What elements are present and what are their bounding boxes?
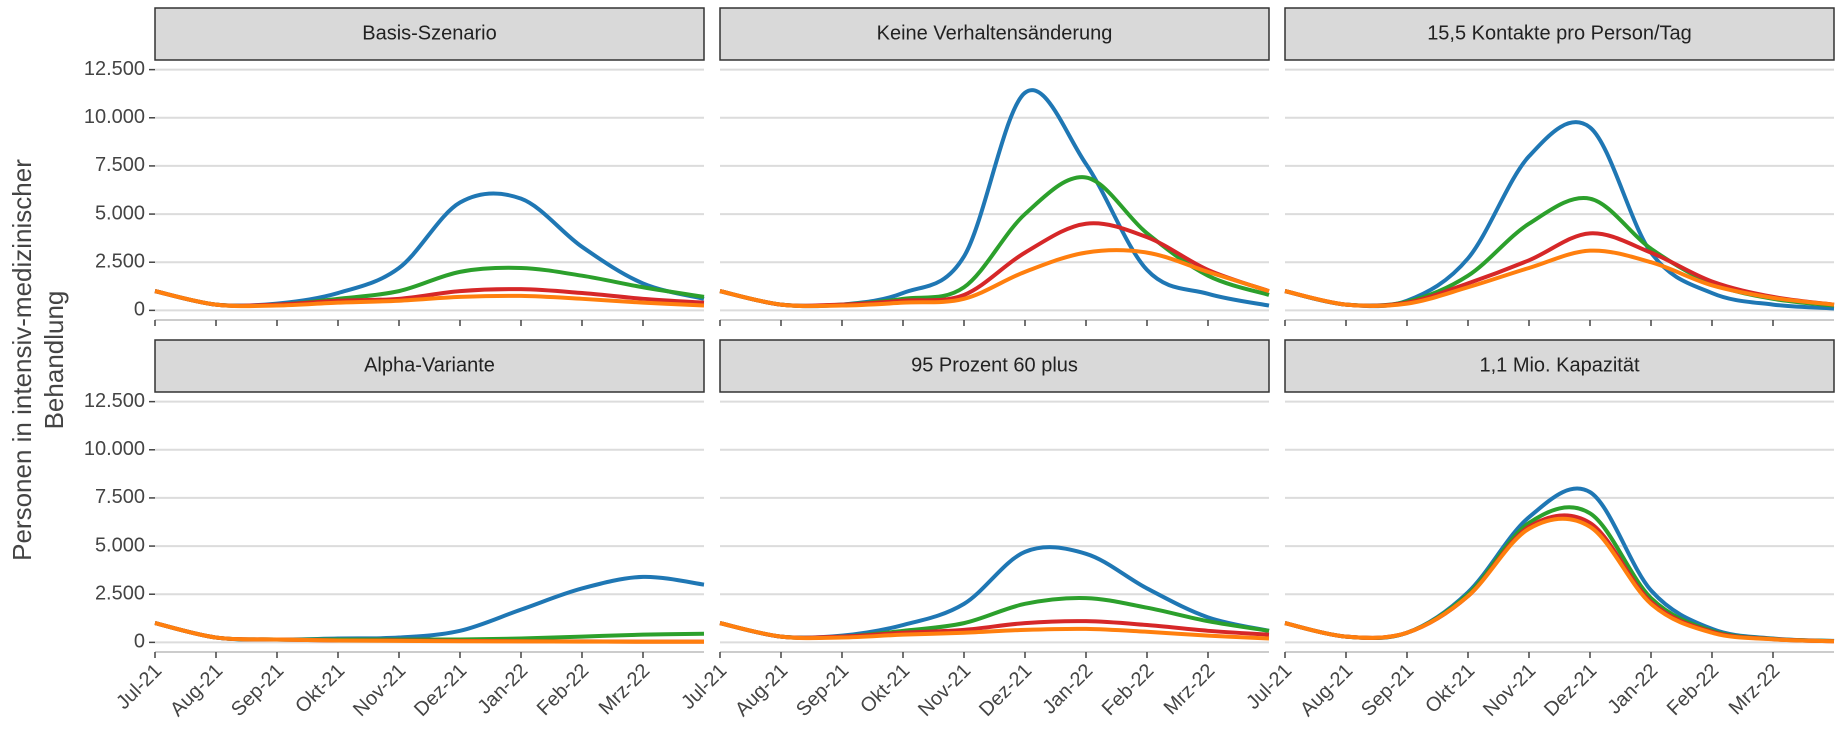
panel-title: Alpha-Variante — [364, 354, 495, 376]
series-line — [1284, 120, 1835, 311]
series-line — [1284, 486, 1835, 643]
panel-header — [1284, 7, 1835, 61]
series-line — [1284, 513, 1835, 644]
series-line — [719, 248, 1270, 309]
x-tick-label: Nov-21 — [914, 660, 975, 721]
x-tick-label: Okt-21 — [856, 660, 914, 718]
x-tick-label: Jan-22 — [1603, 660, 1662, 719]
y-tick-label: 5.000 — [95, 202, 145, 224]
x-tick-label: Sep-21 — [1357, 660, 1418, 721]
x-tick-label: Feb-22 — [1663, 660, 1723, 720]
x-tick-label: Okt-21 — [1421, 660, 1479, 718]
y-tick-label: 12.500 — [84, 58, 145, 80]
y-tick-label: 2.500 — [95, 583, 145, 605]
x-tick-label: Sep-21 — [227, 660, 288, 721]
x-tick-label: Jan-22 — [1038, 660, 1097, 719]
y-tick-label: 0 — [134, 631, 145, 653]
panel-title: 1,1 Mio. Kapazität — [1479, 354, 1640, 376]
series-line — [719, 621, 1270, 641]
y-tick-label: 0 — [134, 299, 145, 321]
panel-header — [1284, 339, 1835, 393]
x-tick-label: Mrz-22 — [1725, 660, 1785, 720]
x-tick-label: Sep-21 — [792, 660, 853, 721]
x-tick-label: Okt-21 — [291, 660, 349, 718]
y-tick-label: 7.500 — [95, 486, 145, 508]
y-axis-label: Behandlung — [39, 291, 69, 430]
series-line — [154, 191, 705, 308]
panel-title: 15,5 Kontakte pro Person/Tag — [1427, 22, 1692, 44]
panel-header — [154, 7, 705, 61]
y-tick-label: 12.500 — [84, 390, 145, 412]
series-line — [1284, 516, 1835, 644]
y-tick-label: 2.500 — [95, 251, 145, 273]
series-line — [154, 621, 705, 644]
y-tick-label: 7.500 — [95, 154, 145, 176]
x-tick-label: Jul-21 — [677, 660, 731, 714]
panel-title: Keine Verhaltensänderung — [877, 22, 1113, 44]
x-tick-label: Jul-21 — [1242, 660, 1296, 714]
series-line — [1284, 505, 1835, 644]
x-tick-label: Jul-21 — [112, 660, 166, 714]
y-tick-label: 5.000 — [95, 534, 145, 556]
x-tick-label: Feb-22 — [533, 660, 593, 720]
y-tick-label: 10.000 — [84, 106, 145, 128]
y-tick-label: 10.000 — [84, 438, 145, 460]
x-tick-label: Dez-21 — [975, 660, 1036, 721]
series-line — [154, 289, 705, 309]
panel-title: Basis-Szenario — [362, 22, 497, 44]
x-tick-label: Mrz-22 — [595, 660, 655, 720]
x-tick-label: Aug-21 — [731, 660, 792, 721]
series-line — [154, 574, 705, 642]
y-axis-label: Personen in intensiv-medizinischer — [7, 159, 37, 561]
x-tick-label: Jan-22 — [473, 660, 532, 719]
x-tick-label: Nov-21 — [349, 660, 410, 721]
x-tick-label: Aug-21 — [1296, 660, 1357, 721]
x-tick-label: Aug-21 — [166, 660, 227, 721]
x-tick-label: Nov-21 — [1479, 660, 1540, 721]
x-tick-label: Feb-22 — [1098, 660, 1158, 720]
x-tick-label: Dez-21 — [1540, 660, 1601, 721]
panel-header — [719, 339, 1270, 393]
series-line — [1284, 248, 1835, 308]
panel-title: 95 Prozent 60 plus — [911, 354, 1078, 376]
series-line — [719, 545, 1270, 640]
x-tick-label: Mrz-22 — [1160, 660, 1220, 720]
panel-header — [719, 7, 1270, 61]
panel-header — [154, 339, 705, 393]
x-tick-label: Dez-21 — [410, 660, 471, 721]
